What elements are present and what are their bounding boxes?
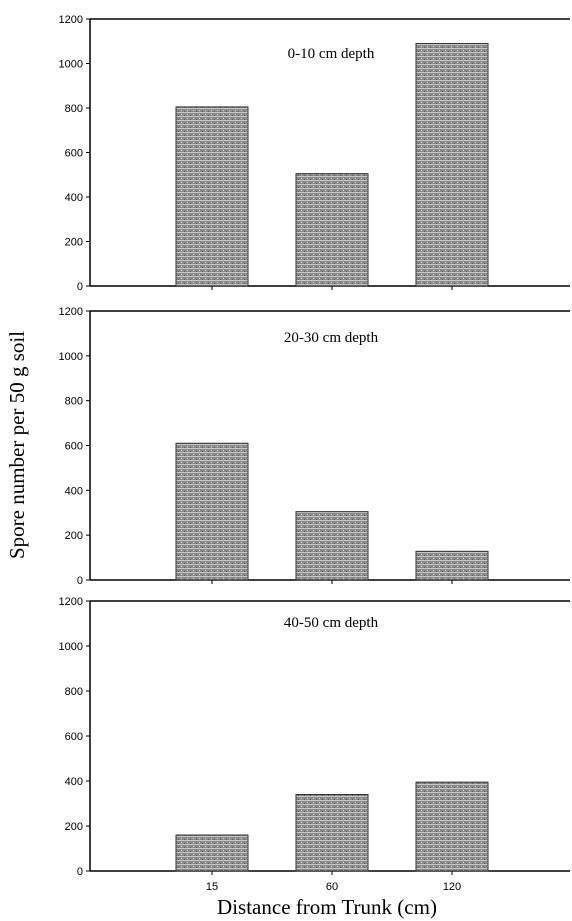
y-tick-label: 1000 <box>59 641 83 653</box>
y-tick-label: 800 <box>65 686 83 698</box>
bar-60 <box>295 173 369 287</box>
y-tick-label: 0 <box>77 866 83 878</box>
y-tick-label: 1200 <box>59 306 83 318</box>
y-axis-label: Spore number per 50 g soil <box>5 331 29 559</box>
bar-15 <box>175 834 249 872</box>
bar-15 <box>175 442 249 581</box>
bar-120 <box>415 42 489 287</box>
bar-120 <box>415 781 489 872</box>
y-tick-label: 400 <box>65 485 83 497</box>
y-tick-label: 0 <box>77 281 83 293</box>
panel-3: 0 200 400 600 800 1000 1200 40-50 cm depth 15 60 1… <box>59 596 570 893</box>
x-axis-label: Distance from Trunk (cm) <box>217 895 437 919</box>
x-tick-label: 120 <box>443 881 461 893</box>
y-tick-label: 1200 <box>59 14 83 26</box>
panel-1: 0 200 400 600 800 1000 1200 0-10 cm depth <box>59 14 570 293</box>
panel-title: 20-30 cm depth <box>284 330 379 346</box>
y-tick-label: 800 <box>65 103 83 115</box>
y-tick-label: 800 <box>65 396 83 408</box>
y-tick-label: 400 <box>65 192 83 204</box>
panel-2: 0 200 400 600 800 1000 1200 20-30 cm depth <box>59 306 570 587</box>
bar-15 <box>175 106 249 287</box>
y-tick-label: 1200 <box>59 596 83 608</box>
bar-120 <box>415 550 489 581</box>
y-tick-label: 600 <box>65 731 83 743</box>
y-tick-label: 1000 <box>59 351 83 363</box>
bar-60 <box>295 511 369 581</box>
panel-title: 40-50 cm depth <box>284 615 379 631</box>
y-tick-label: 200 <box>65 237 83 249</box>
y-tick-label: 1000 <box>59 59 83 71</box>
y-tick-label: 0 <box>77 575 83 587</box>
y-tick-label: 200 <box>65 821 83 833</box>
y-tick-label: 600 <box>65 441 83 453</box>
y-tick-label: 200 <box>65 530 83 542</box>
y-tick-label: 600 <box>65 148 83 160</box>
bar-60 <box>295 794 369 872</box>
x-tick-label: 60 <box>326 881 338 893</box>
panel-title: 0-10 cm depth <box>288 46 375 62</box>
x-tick-label: 15 <box>206 881 218 893</box>
y-tick-label: 400 <box>65 776 83 788</box>
